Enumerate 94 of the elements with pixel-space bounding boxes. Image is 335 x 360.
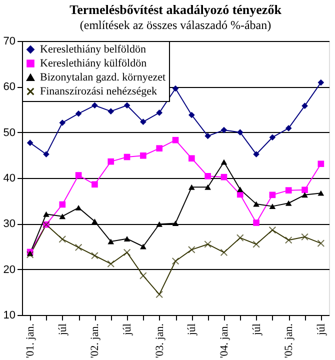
point — [284, 236, 292, 244]
point — [268, 226, 276, 234]
point — [188, 155, 195, 162]
point — [91, 252, 98, 260]
point — [59, 201, 66, 208]
point — [236, 234, 244, 242]
x-tick-label: júl — [122, 324, 134, 336]
point — [204, 240, 212, 248]
point — [108, 108, 114, 114]
point — [302, 192, 308, 198]
x-tick-label: '04. jan. — [218, 323, 230, 358]
legend-label: Kereslethiány belföldön — [40, 44, 146, 56]
point — [204, 132, 211, 140]
point — [220, 126, 228, 134]
point — [220, 159, 228, 165]
point — [253, 201, 260, 207]
point — [172, 136, 179, 144]
point — [123, 248, 131, 256]
point — [301, 233, 308, 241]
x-tick-label: '02. jan. — [89, 323, 102, 358]
point — [236, 186, 244, 192]
y-tick-label: 60 — [3, 81, 16, 94]
point — [75, 110, 82, 117]
y-tick-label: 20 — [3, 264, 16, 276]
point — [140, 118, 146, 125]
x-tick-label: júl — [56, 324, 69, 336]
point — [204, 184, 211, 190]
point — [107, 260, 115, 268]
chart-subtitle: (említések az összes válaszadó %-ában) — [80, 18, 272, 32]
point — [75, 204, 82, 210]
point — [92, 102, 98, 109]
point — [236, 129, 244, 136]
point — [285, 187, 292, 194]
point — [108, 158, 114, 165]
point — [253, 220, 260, 226]
point — [26, 140, 34, 146]
point — [156, 110, 163, 116]
chart-title: Termelésbővítést akadályozó tényezők — [70, 2, 282, 17]
point — [156, 290, 164, 298]
point — [269, 134, 276, 141]
point — [140, 244, 146, 250]
x-tick-label: júl — [250, 324, 263, 336]
point — [188, 112, 195, 118]
point — [269, 204, 276, 210]
point — [59, 214, 66, 220]
point — [156, 221, 163, 227]
point — [172, 220, 179, 226]
point — [140, 152, 146, 159]
point — [108, 238, 114, 244]
point — [318, 190, 324, 196]
point — [59, 120, 66, 126]
point — [172, 257, 180, 265]
y-tick-label: 10 — [3, 310, 16, 322]
point — [253, 151, 260, 158]
point — [236, 191, 244, 198]
point — [188, 246, 196, 254]
point — [124, 102, 130, 109]
point — [172, 85, 179, 92]
legend-label: Finanszírozási nehézségek — [40, 86, 158, 98]
x-tick-label: '01. jan. — [24, 323, 37, 358]
point — [204, 173, 211, 180]
x-tick-label: '03. jan. — [154, 323, 166, 358]
point — [124, 236, 130, 242]
y-tick-label: 40 — [3, 172, 16, 184]
point — [317, 240, 325, 247]
point — [75, 172, 82, 178]
y-tick-label: 50 — [3, 126, 16, 139]
point — [302, 102, 308, 110]
x-tick-label: '05. jan. — [283, 323, 296, 358]
point — [318, 79, 324, 86]
point — [140, 272, 147, 280]
point — [220, 248, 228, 256]
legend-label: Kereslethiány külföldön — [40, 58, 148, 70]
point — [43, 211, 50, 217]
point — [43, 151, 50, 158]
point — [188, 184, 195, 190]
x-tick-label: júl — [186, 324, 198, 336]
point — [58, 236, 66, 243]
x-tick-label: júl — [315, 324, 328, 336]
point — [285, 200, 292, 206]
point — [92, 181, 98, 188]
point — [156, 145, 163, 152]
point — [74, 244, 82, 252]
y-tick-label: 70 — [3, 36, 16, 48]
point — [252, 240, 260, 248]
point — [220, 174, 228, 180]
point — [269, 192, 276, 198]
point — [124, 154, 130, 160]
point — [285, 125, 292, 132]
point — [318, 160, 324, 168]
legend-label: Bizonytalan gazd. környezet — [40, 72, 166, 84]
y-tick-label: 30 — [3, 218, 16, 230]
point — [302, 186, 308, 194]
point — [92, 218, 98, 224]
